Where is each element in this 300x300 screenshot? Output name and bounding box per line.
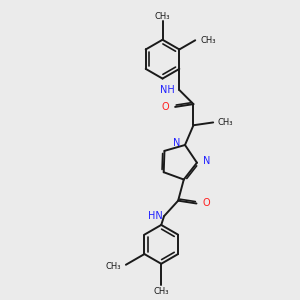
Text: CH₃: CH₃: [218, 118, 233, 127]
Text: CH₃: CH₃: [106, 262, 121, 271]
Text: O: O: [202, 199, 210, 208]
Text: N: N: [202, 156, 210, 166]
Text: CH₃: CH₃: [155, 12, 170, 21]
Text: CH₃: CH₃: [154, 287, 169, 296]
Text: N: N: [173, 138, 181, 148]
Text: CH₃: CH₃: [201, 36, 216, 45]
Text: O: O: [162, 102, 169, 112]
Text: HN: HN: [148, 211, 163, 221]
Text: NH: NH: [160, 85, 175, 95]
